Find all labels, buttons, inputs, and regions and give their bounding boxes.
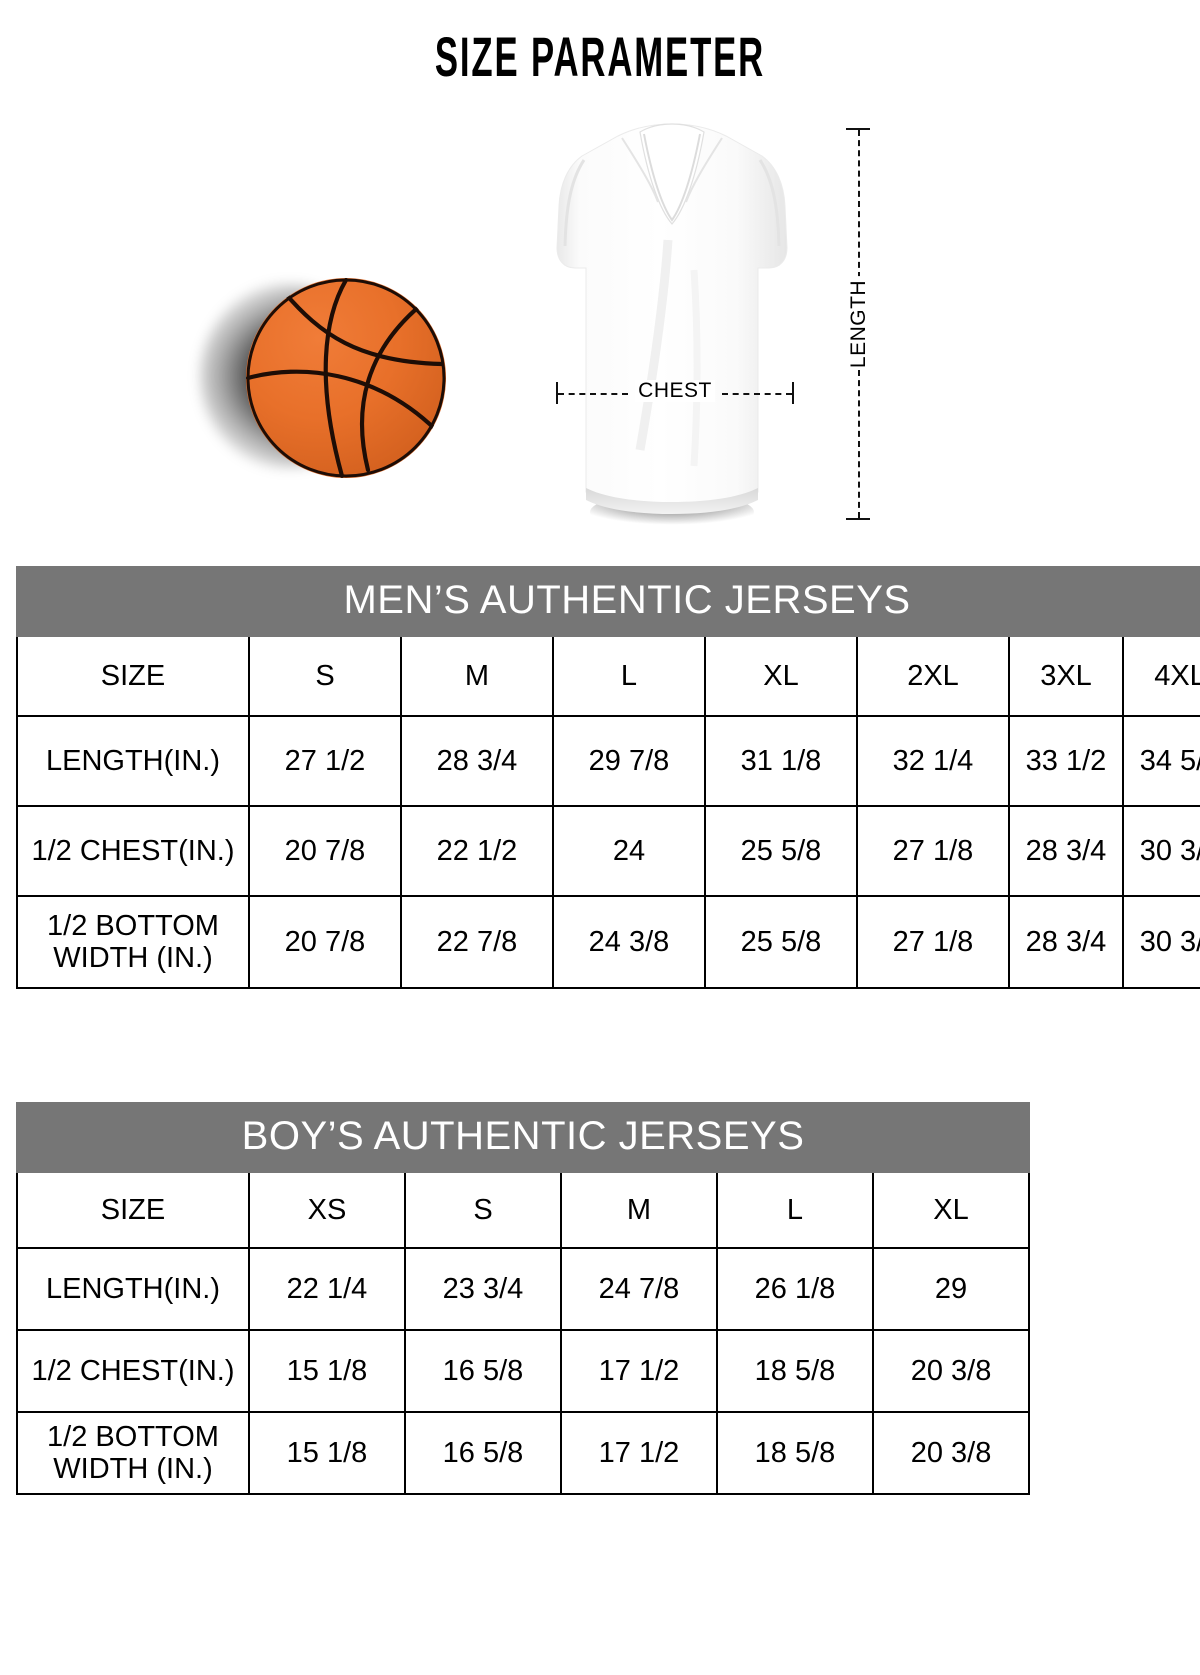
boys-size-table: BOY’S AUTHENTIC JERSEYS SIZE XS S M L XL… (15, 1102, 1031, 1495)
boys-row-label-length: LENGTH(IN.) (16, 1247, 250, 1331)
boys-header-size: SIZE (16, 1171, 250, 1249)
boys-bottom-s: 16 5/8 (404, 1411, 562, 1495)
mens-chest-3xl: 28 3/4 (1008, 805, 1124, 897)
table-row: 1/2 BOTTOM WIDTH (IN.) 20 7/8 22 7/8 24 … (16, 895, 1200, 989)
boys-row-label-bottom-width: 1/2 BOTTOM WIDTH (IN.) (16, 1411, 250, 1495)
mens-length-xl: 31 1/8 (704, 715, 858, 807)
mens-length-s: 27 1/2 (248, 715, 402, 807)
mens-table-banner: MEN’S AUTHENTIC JERSEYS (15, 566, 1200, 637)
chest-dash-right (722, 393, 792, 395)
basketball-icon (246, 278, 446, 478)
boys-bottom-xs: 15 1/8 (248, 1411, 406, 1495)
mens-length-m: 28 3/4 (400, 715, 554, 807)
mens-header-m: M (400, 635, 554, 717)
jersey-illustration (548, 120, 796, 530)
mens-bottom-width-line2: WIDTH (IN.) (53, 942, 213, 974)
mens-chest-m: 22 1/2 (400, 805, 554, 897)
boys-length-l: 26 1/8 (716, 1247, 874, 1331)
mens-bottom-4xl: 30 3/8 (1121, 895, 1200, 989)
mens-bottom-m: 22 7/8 (400, 895, 554, 989)
boys-header-xl: XL (871, 1171, 1031, 1249)
measurement-illustration: CHEST LENGTH (0, 110, 1200, 540)
boys-header-m: M (560, 1171, 718, 1249)
basketball-illustration (200, 278, 446, 478)
boys-length-s: 23 3/4 (404, 1247, 562, 1331)
mens-length-4xl: 34 5/8 (1121, 715, 1200, 807)
mens-chest-xl: 25 5/8 (704, 805, 858, 897)
chest-dimension-line: CHEST (556, 380, 794, 406)
boys-chest-xs: 15 1/8 (248, 1329, 406, 1413)
table-row: 1/2 CHEST(IN.) 15 1/8 16 5/8 17 1/2 18 5… (16, 1329, 1031, 1413)
mens-row-label-length: LENGTH(IN.) (16, 715, 250, 807)
mens-size-table: MEN’S AUTHENTIC JERSEYS SIZE S M L XL 2X… (15, 566, 1200, 989)
mens-bottom-s: 20 7/8 (248, 895, 402, 989)
length-dimension-line: LENGTH (845, 128, 873, 520)
mens-row-label-bottom-width: 1/2 BOTTOM WIDTH (IN.) (16, 895, 250, 989)
mens-header-size: SIZE (16, 635, 250, 717)
boys-length-xl: 29 (871, 1247, 1031, 1331)
boys-header-s: S (404, 1171, 562, 1249)
boys-table-banner-row: BOY’S AUTHENTIC JERSEYS (15, 1102, 1031, 1173)
mens-chest-2xl: 27 1/8 (856, 805, 1010, 897)
mens-table-banner-row: MEN’S AUTHENTIC JERSEYS (15, 566, 1200, 637)
boys-length-xs: 22 1/4 (248, 1247, 406, 1331)
mens-header-s: S (248, 635, 402, 717)
mens-bottom-xl: 25 5/8 (704, 895, 858, 989)
boys-bottom-width-line2: WIDTH (IN.) (53, 1453, 213, 1485)
mens-header-4xl: 4XL (1121, 635, 1200, 717)
chest-dash-left (558, 393, 628, 395)
boys-header-l: L (716, 1171, 874, 1249)
boys-bottom-l: 18 5/8 (716, 1411, 874, 1495)
boys-row-label-chest: 1/2 CHEST(IN.) (16, 1329, 250, 1413)
mens-chest-s: 20 7/8 (248, 805, 402, 897)
mens-header-l: L (552, 635, 706, 717)
mens-header-2xl: 2XL (856, 635, 1010, 717)
chest-label: CHEST (635, 380, 715, 402)
chest-end-cap-left (556, 382, 558, 404)
boys-bottom-xl: 20 3/8 (871, 1411, 1031, 1495)
length-end-cap-top (846, 128, 870, 130)
mens-table-header-row: SIZE S M L XL 2XL 3XL 4XL (16, 635, 1200, 717)
boys-header-xs: XS (248, 1171, 406, 1249)
mens-bottom-3xl: 28 3/4 (1008, 895, 1124, 989)
page-title: SIZE PARAMETER (434, 25, 766, 88)
mens-chest-4xl: 30 3/8 (1121, 805, 1200, 897)
mens-bottom-width-line1: 1/2 BOTTOM (47, 909, 219, 942)
length-label: LENGTH (845, 275, 873, 373)
length-dash-top (858, 130, 860, 278)
length-end-cap-bottom (846, 518, 870, 520)
mens-length-2xl: 32 1/4 (856, 715, 1010, 807)
mens-row-label-chest: 1/2 CHEST(IN.) (16, 805, 250, 897)
boys-table-header-row: SIZE XS S M L XL (16, 1171, 1031, 1249)
length-dash-bottom (858, 370, 860, 518)
mens-length-l: 29 7/8 (552, 715, 706, 807)
boys-chest-xl: 20 3/8 (871, 1329, 1031, 1413)
boys-table-banner: BOY’S AUTHENTIC JERSEYS (15, 1102, 1031, 1173)
table-row: 1/2 CHEST(IN.) 20 7/8 22 1/2 24 25 5/8 2… (16, 805, 1200, 897)
mens-chest-l: 24 (552, 805, 706, 897)
mens-header-xl: XL (704, 635, 858, 717)
boys-bottom-m: 17 1/2 (560, 1411, 718, 1495)
boys-length-m: 24 7/8 (560, 1247, 718, 1331)
chest-end-cap-right (792, 382, 794, 404)
mens-bottom-2xl: 27 1/8 (856, 895, 1010, 989)
table-row: 1/2 BOTTOM WIDTH (IN.) 15 1/8 16 5/8 17 … (16, 1411, 1031, 1495)
boys-bottom-width-line1: 1/2 BOTTOM (47, 1420, 219, 1453)
mens-header-3xl: 3XL (1008, 635, 1124, 717)
table-row: LENGTH(IN.) 22 1/4 23 3/4 24 7/8 26 1/8 … (16, 1247, 1031, 1331)
boys-chest-s: 16 5/8 (404, 1329, 562, 1413)
table-row: LENGTH(IN.) 27 1/2 28 3/4 29 7/8 31 1/8 … (16, 715, 1200, 807)
boys-chest-l: 18 5/8 (716, 1329, 874, 1413)
boys-chest-m: 17 1/2 (560, 1329, 718, 1413)
mens-length-3xl: 33 1/2 (1008, 715, 1124, 807)
mens-bottom-l: 24 3/8 (552, 895, 706, 989)
